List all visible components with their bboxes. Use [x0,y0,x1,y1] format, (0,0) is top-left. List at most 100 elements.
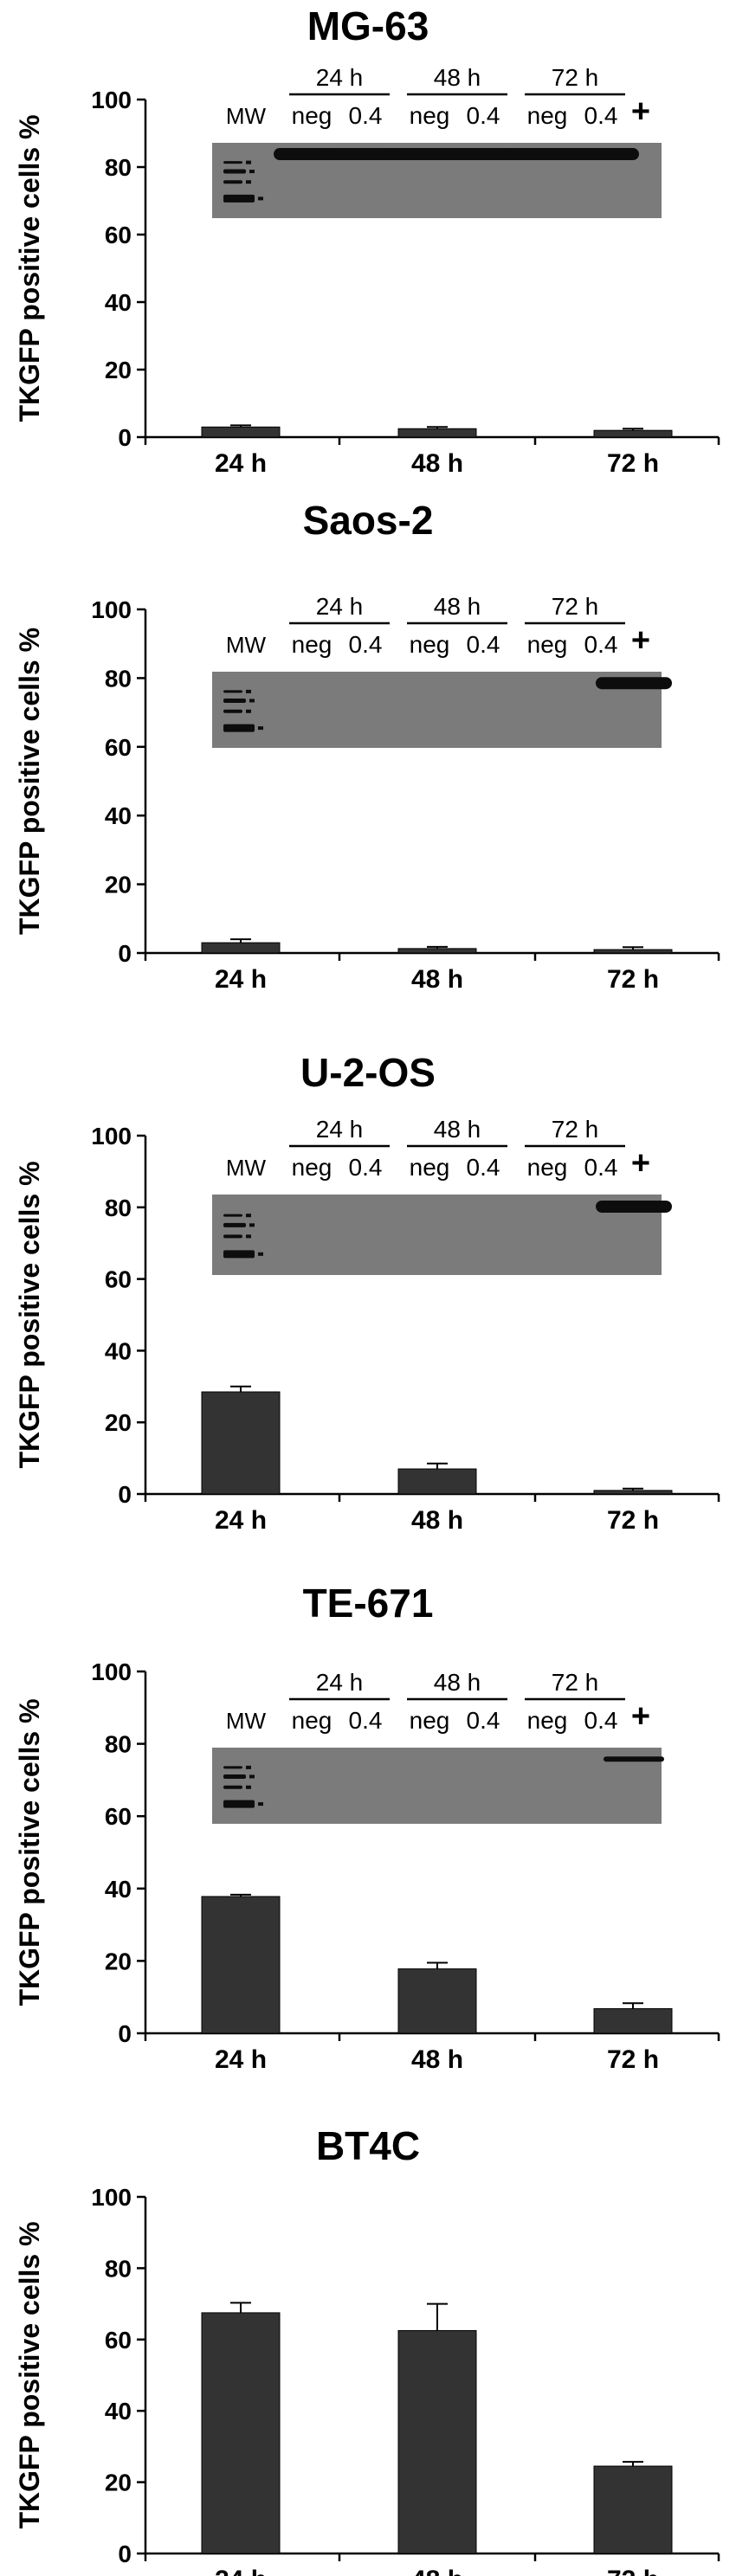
mw-ladder-band [223,724,255,732]
y-tick-label: 80 [105,665,132,692]
bar [593,2465,673,2554]
blot-time-label: 48 h [434,1116,481,1143]
y-tick-label: 20 [105,1948,132,1974]
blot-lane-label: neg [527,1707,568,1734]
chart-panel-4: BT4C TKGFP positive cells % 0 20 40 60 80 100 24… [14,2123,720,2576]
mw-ladder-band [223,1214,242,1217]
blot-band [563,148,639,161]
y-tick-label: 20 [105,872,132,898]
blot-lane-label: 0.4 [467,1154,500,1181]
y-tick-label: 40 [105,802,132,829]
blot-membrane [212,1195,662,1275]
chart-panel-0: MG-63 TKGFP positive cells % 0 20 40 60 80 100 2… [14,3,720,478]
blot-lane-label: 0.4 [467,1707,500,1734]
western-blot-inset: 24 h 48 h 72 h neg 0.4 neg 0.4 neg 0.4 MW + [212,593,672,748]
bar [593,2008,673,2034]
blot-lane-label: 0.4 [349,1707,383,1734]
y-tick-label: 40 [105,289,132,316]
bar [397,428,477,438]
mw-ladder-band-tail [246,1234,251,1239]
y-tick-label: 40 [105,2398,132,2425]
x-category-label: 72 h [607,2045,659,2074]
bar [593,1490,673,1495]
mw-ladder-band [223,1774,246,1779]
blot-lane-label: neg [527,102,568,129]
blot-time-label: 72 h [552,593,599,620]
mw-ladder-band-tail [246,689,251,693]
x-category-label: 48 h [411,965,463,994]
y-tick-label: 0 [118,2541,132,2567]
mw-ladder-band-tail [246,160,251,164]
blot-mw-label: MW [226,1155,267,1181]
blot-band [596,1200,672,1213]
blot-lane-label: neg [410,102,450,129]
blot-lane-label: 0.4 [584,102,618,129]
y-tick-label: 0 [118,1481,132,1508]
y-tick-label: 60 [105,2327,132,2354]
bar [201,2312,281,2554]
blot-band [445,148,521,161]
y-tick-label: 100 [91,87,132,113]
blot-band [604,1756,664,1762]
y-tick-label: 60 [105,222,132,248]
y-tick-label: 60 [105,734,132,761]
chart-title: BT4C [316,2123,420,2168]
chart-panel-1: Saos-2 TKGFP positive cells % 0 20 40 60 80 100… [14,498,720,994]
y-tick-label: 20 [105,1409,132,1436]
mw-ladder-band-tail [258,196,263,201]
western-blot-inset: 24 h 48 h 72 h neg 0.4 neg 0.4 neg 0.4 MW + [212,64,662,218]
blot-time-label: 24 h [316,64,364,91]
bar [201,942,281,954]
blot-time-label: 48 h [434,64,481,91]
mw-ladder-band-tail [249,170,255,174]
blot-plus-label: + [631,93,650,130]
x-category-label: 24 h [215,449,267,478]
bar [397,1968,477,2034]
blot-lane-label: neg [527,631,568,658]
y-tick-label: 20 [105,2470,132,2496]
mw-ladder-band [223,194,255,203]
blot-lane-label: neg [527,1154,568,1181]
bar [397,2330,477,2554]
blot-lane-label: neg [292,1154,332,1181]
x-category-label: 48 h [411,2045,463,2074]
mw-ladder-band-tail [246,1214,251,1218]
blot-time-label: 72 h [552,1116,599,1143]
blot-plus-label: + [631,1145,650,1182]
x-category-label: 24 h [215,2566,267,2576]
blot-lane-label: neg [292,102,332,129]
blot-mw-label: MW [226,632,267,658]
x-category-label: 72 h [607,449,659,478]
blot-time-label: 24 h [316,1669,364,1696]
mw-ladder-band [223,161,242,164]
y-tick-label: 80 [105,1731,132,1758]
chart-panel-2: U-2-OS TKGFP positive cells % 0 20 40 60 80 100… [14,1050,720,1535]
blot-lane-label: 0.4 [349,102,383,129]
mw-ladder-band-tail [246,1765,251,1769]
x-category-label: 48 h [411,449,463,478]
y-tick-label: 60 [105,1266,132,1293]
bar [593,429,673,438]
blot-lane-label: 0.4 [349,1154,383,1181]
y-axis-label: TKGFP positive cells % [14,628,45,935]
mw-ladder-band [223,169,246,174]
y-axis-label: TKGFP positive cells % [14,2221,45,2528]
y-axis-label: TKGFP positive cells % [14,1161,45,1468]
bar [201,1391,281,1495]
y-tick-label: 20 [105,357,132,383]
bar [201,1896,281,2034]
mw-ladder-band [223,1785,242,1789]
blot-lane-label: neg [410,1154,450,1181]
bar [593,949,673,954]
mw-ladder-band-tail [246,180,251,184]
mw-ladder-band [223,1222,246,1227]
mw-ladder-band [223,1766,242,1769]
y-axis-label: TKGFP positive cells % [14,114,45,422]
blot-lane-label: neg [292,1707,332,1734]
y-tick-label: 100 [91,596,132,623]
y-tick-label: 0 [118,424,132,451]
y-tick-label: 100 [91,2184,132,2211]
y-tick-label: 80 [105,1195,132,1221]
blot-lane-label: 0.4 [584,1707,618,1734]
y-tick-label: 60 [105,1803,132,1830]
